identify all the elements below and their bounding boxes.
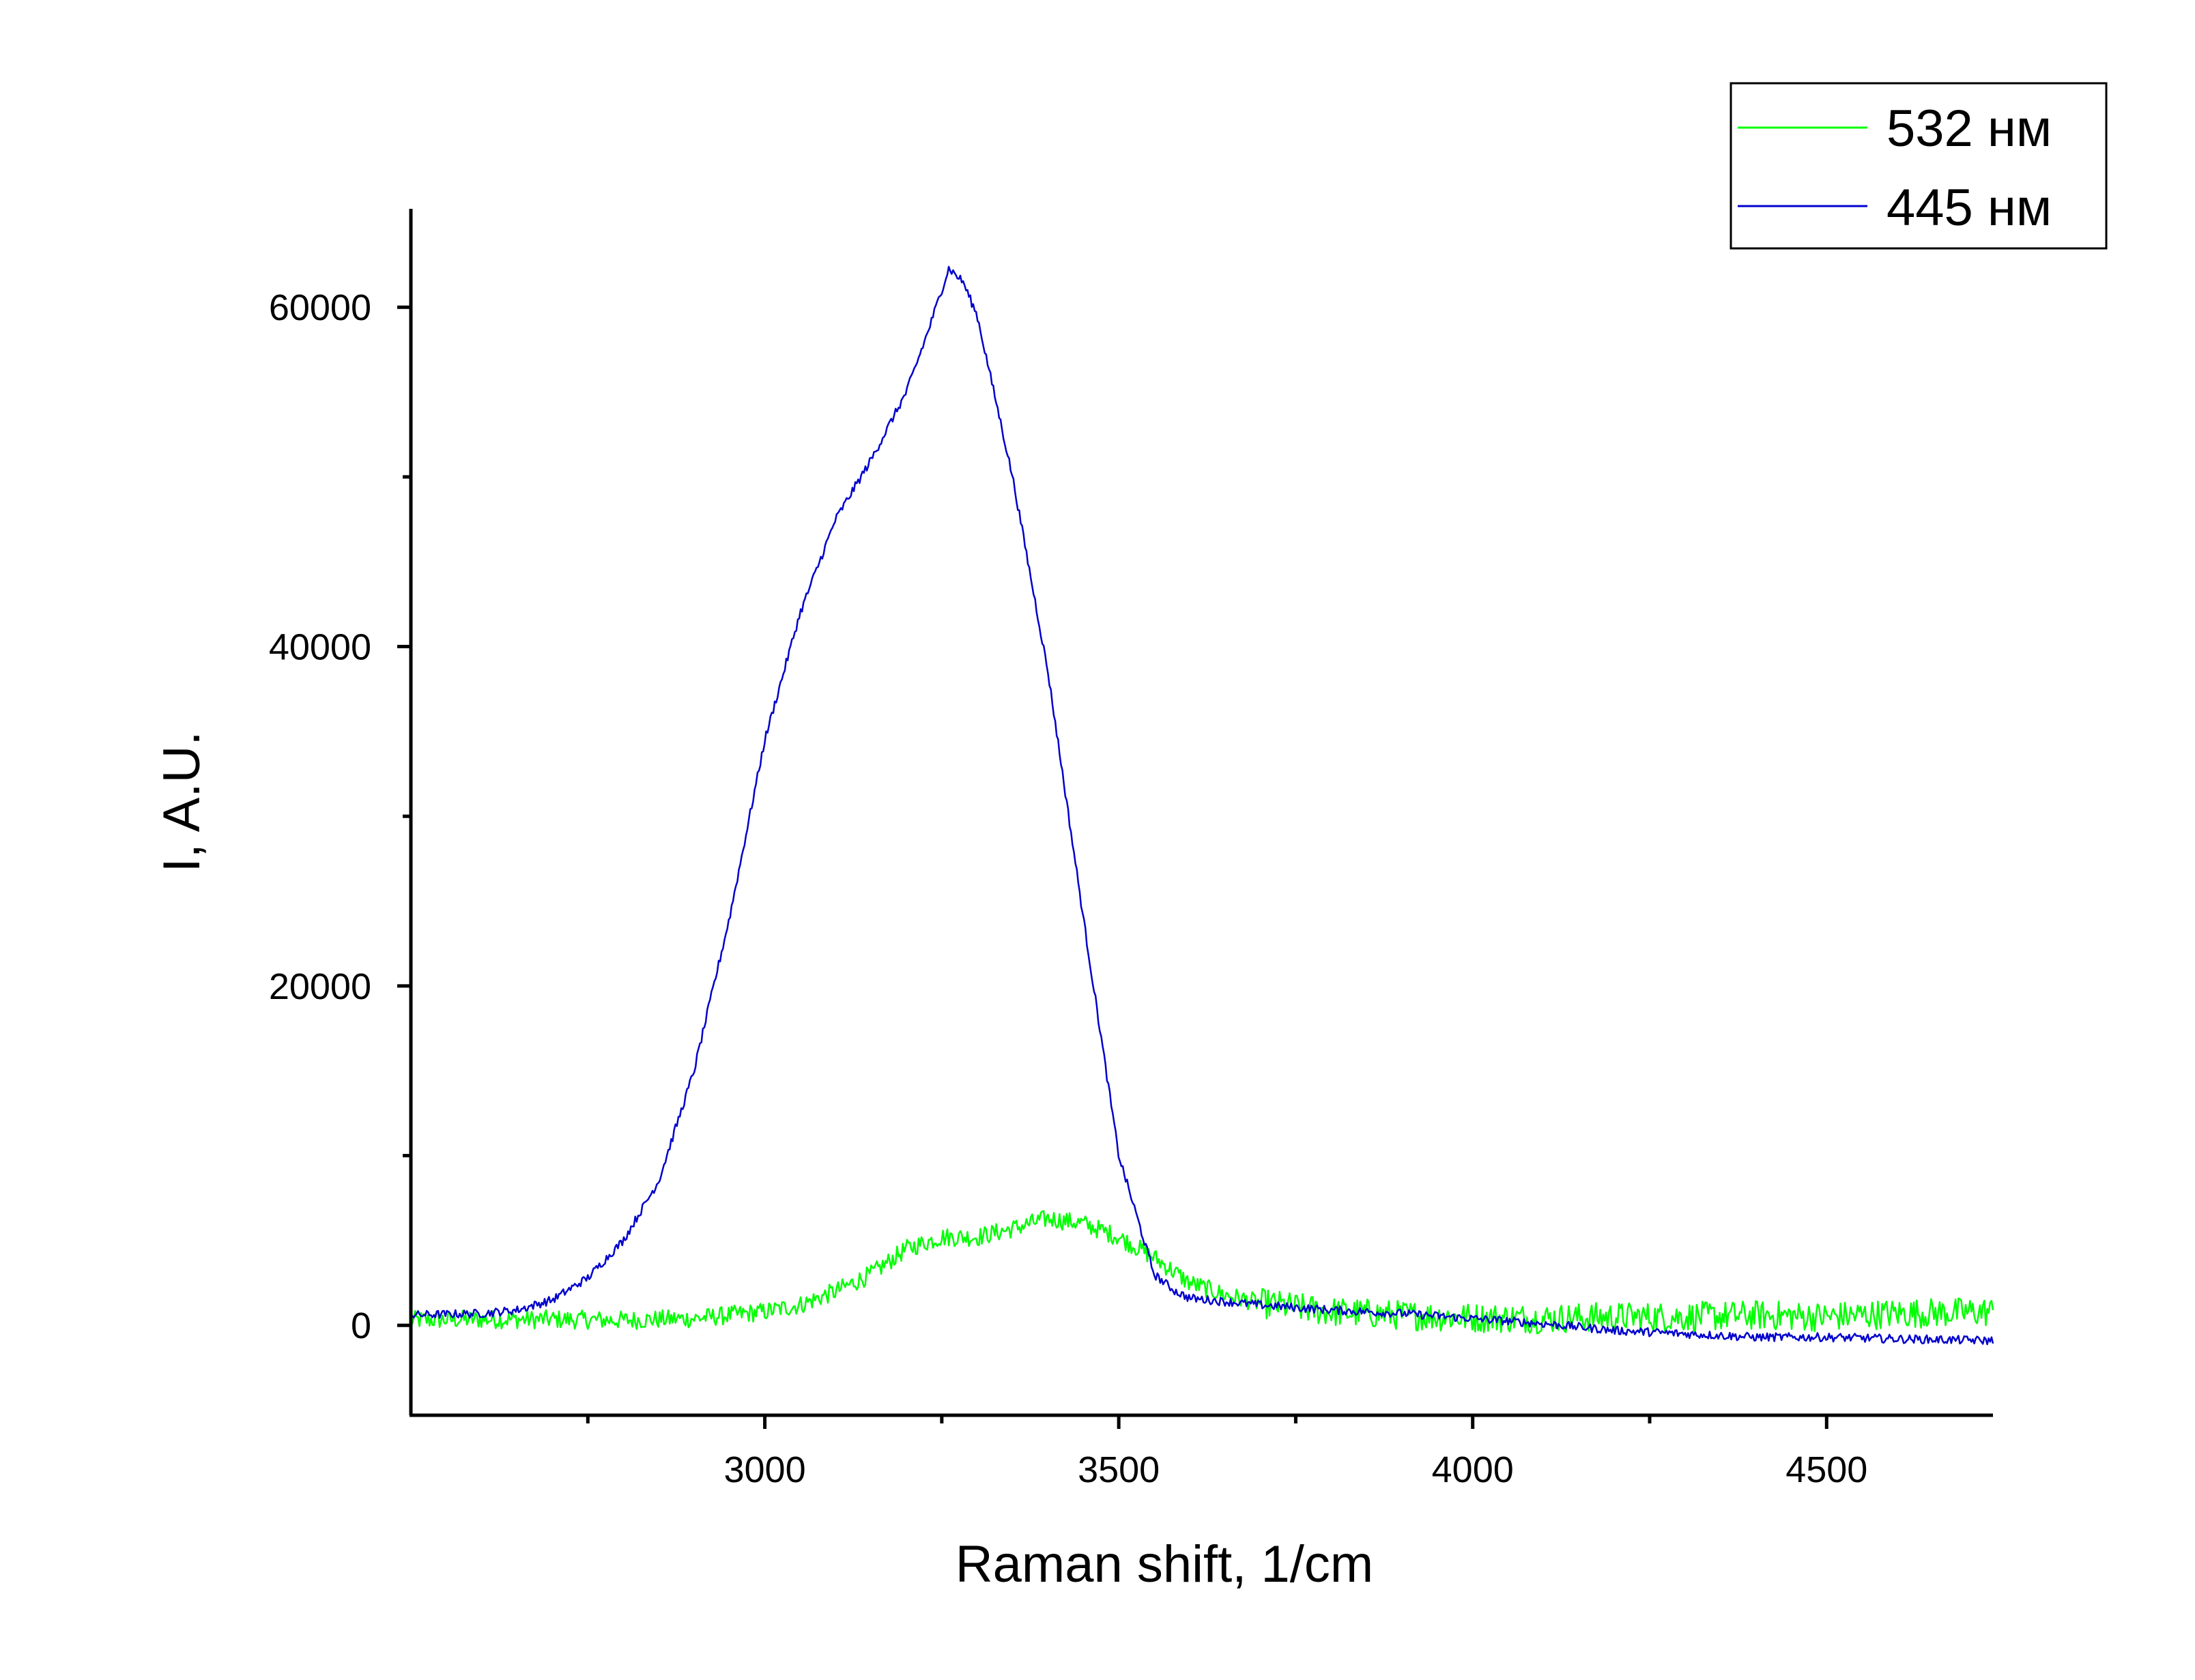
ticks: 3000 3500 4000 4500 0 20000 40000 60000 bbox=[269, 287, 1868, 1490]
plot-lines bbox=[410, 265, 1994, 1346]
legend-label-532: 532 нм bbox=[1886, 100, 2052, 158]
x-tick-label: 3000 bbox=[723, 1449, 805, 1490]
series-line-445-нм bbox=[410, 265, 1994, 1346]
axes bbox=[409, 209, 1993, 1417]
series-line-532-нм bbox=[410, 1210, 1994, 1335]
legend-box bbox=[1730, 82, 2108, 250]
y-tick-label: 60000 bbox=[269, 287, 371, 328]
y-tick-label: 40000 bbox=[269, 627, 371, 668]
x-axis-title: Raman shift, 1/cm bbox=[956, 1535, 1373, 1593]
y-tick-label: 0 bbox=[351, 1305, 371, 1346]
y-tick-label: 20000 bbox=[269, 966, 371, 1007]
legend-label-445: 445 нм bbox=[1886, 179, 2052, 237]
x-tick-label: 3500 bbox=[1078, 1449, 1160, 1490]
legend: 532 нм 445 нм bbox=[1730, 82, 2108, 250]
x-tick-label: 4000 bbox=[1432, 1449, 1514, 1490]
x-tick-label: 4500 bbox=[1785, 1449, 1867, 1490]
y-axis-title: I, A.U. bbox=[153, 732, 211, 873]
